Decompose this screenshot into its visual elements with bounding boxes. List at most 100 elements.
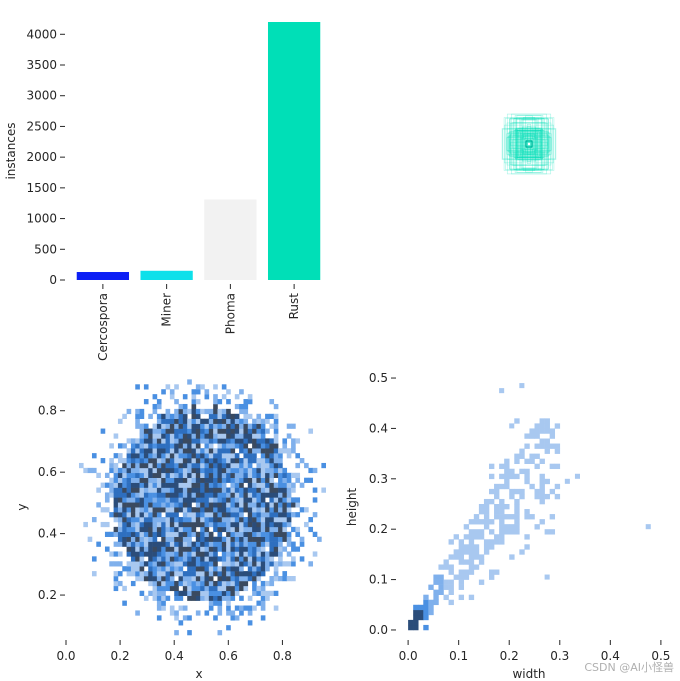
heatmap-cell xyxy=(200,526,205,533)
heatmap-cell xyxy=(247,453,253,459)
heatmap-cell xyxy=(135,541,140,547)
heatmap-cell xyxy=(191,517,197,523)
heatmap-cell xyxy=(226,546,231,552)
heatmap-cell xyxy=(126,502,132,508)
heatmap-cell xyxy=(234,531,240,537)
heatmap-cell xyxy=(117,561,123,567)
heatmap-cell xyxy=(161,521,166,528)
heatmap-cell xyxy=(174,492,179,498)
heatmap-cell xyxy=(226,600,231,606)
heatmap-cell xyxy=(191,580,197,587)
heatmap-cell xyxy=(208,576,214,582)
heatmap-cell xyxy=(191,477,197,483)
heatmap-cell xyxy=(156,492,162,498)
heatmap-cell xyxy=(178,566,184,572)
heatmap-cell xyxy=(243,546,249,552)
heatmap-cell xyxy=(152,492,158,498)
heatmap-cell xyxy=(428,604,434,611)
heatmap-cell xyxy=(174,561,179,567)
heatmap-cell xyxy=(174,438,179,444)
heatmap-cell xyxy=(204,462,210,469)
heatmap-cell xyxy=(473,529,480,535)
heatmap-cell xyxy=(213,482,218,488)
heatmap-cell xyxy=(204,443,210,449)
heatmap-cell xyxy=(126,462,132,469)
heatmap-cell xyxy=(256,443,262,449)
heatmap-cell xyxy=(221,477,227,483)
heatmap-cell xyxy=(252,605,257,611)
heatmap-cell xyxy=(234,482,240,488)
heatmap-cell xyxy=(156,526,162,533)
heatmap-cell xyxy=(308,467,314,474)
heatmap-cell xyxy=(156,467,162,474)
heatmap-cell xyxy=(143,507,149,513)
bounding-box xyxy=(522,117,536,171)
heatmap-cell xyxy=(156,497,162,503)
box-overlay-panel xyxy=(501,113,557,175)
heatmap-cell xyxy=(213,428,218,434)
heatmap-cell xyxy=(265,492,270,498)
heatmap-cell xyxy=(282,531,288,537)
heatmap-cell xyxy=(148,517,153,523)
heatmap-cell xyxy=(256,576,262,582)
heatmap-cell xyxy=(247,556,253,562)
heatmap-cell xyxy=(534,524,540,530)
heatmap-cell xyxy=(204,438,210,444)
bounding-box xyxy=(509,118,549,170)
heatmap-cell xyxy=(139,487,145,493)
heatmap-cell xyxy=(195,571,201,577)
heatmap-cell xyxy=(504,529,510,535)
heatmap-cell xyxy=(269,492,275,498)
heatmap-cell xyxy=(156,423,162,429)
heatmap-cell xyxy=(273,462,279,469)
heatmap-cell xyxy=(273,551,279,557)
heatmap-cell xyxy=(126,546,132,552)
heatmap-cell xyxy=(169,566,175,572)
heatmap-cell xyxy=(113,580,119,587)
heatmap-cell xyxy=(156,413,162,420)
heatmap-cell xyxy=(191,590,197,596)
heatmap-cell xyxy=(174,502,179,508)
heatmap-cell xyxy=(152,595,158,601)
heatmap-cell xyxy=(230,467,236,474)
heatmap-cell xyxy=(291,556,296,562)
heatmap-cell xyxy=(156,566,162,572)
heatmap-cell xyxy=(247,507,253,513)
heatmap-cell xyxy=(273,433,279,439)
heatmap-cell xyxy=(139,521,145,528)
heatmap-cell xyxy=(130,502,136,508)
heatmap-cell xyxy=(221,487,227,493)
heatmap-cell xyxy=(291,526,296,533)
heatmap-cell xyxy=(269,526,275,533)
heatmap-cell xyxy=(143,512,149,518)
heatmap-cell xyxy=(243,605,249,611)
heatmap-cell xyxy=(234,438,240,444)
heatmap-cell xyxy=(273,458,279,464)
bounding-box xyxy=(508,131,550,157)
heatmap-cell xyxy=(252,467,257,474)
heatmap-cell xyxy=(187,541,192,547)
heatmap-cell xyxy=(278,502,283,508)
heatmap-cell xyxy=(117,512,123,518)
heatmap-cell xyxy=(109,512,114,518)
heatmap-cell xyxy=(169,467,175,474)
heatmap-cell xyxy=(213,566,218,572)
heatmap-cell xyxy=(221,580,227,587)
heatmap-cell xyxy=(514,458,520,464)
heatmap-cell xyxy=(514,453,520,459)
heatmap-cell xyxy=(148,541,153,547)
heatmap-cell xyxy=(308,517,314,523)
heatmap-cell xyxy=(182,413,188,420)
heatmap-cell xyxy=(247,526,253,533)
heatmap-cell xyxy=(195,576,201,582)
heatmap-cell xyxy=(169,576,175,582)
heatmap-cell xyxy=(213,438,218,444)
heatmap-cell xyxy=(139,448,145,454)
heatmap-cell xyxy=(260,428,266,434)
y-tick-label: 0.2 xyxy=(369,522,388,536)
heatmap-cell xyxy=(161,413,166,420)
heatmap-cell xyxy=(187,521,192,528)
heatmap-cell xyxy=(509,493,515,500)
heatmap-cell xyxy=(187,585,192,592)
heatmap-cell xyxy=(213,517,218,523)
